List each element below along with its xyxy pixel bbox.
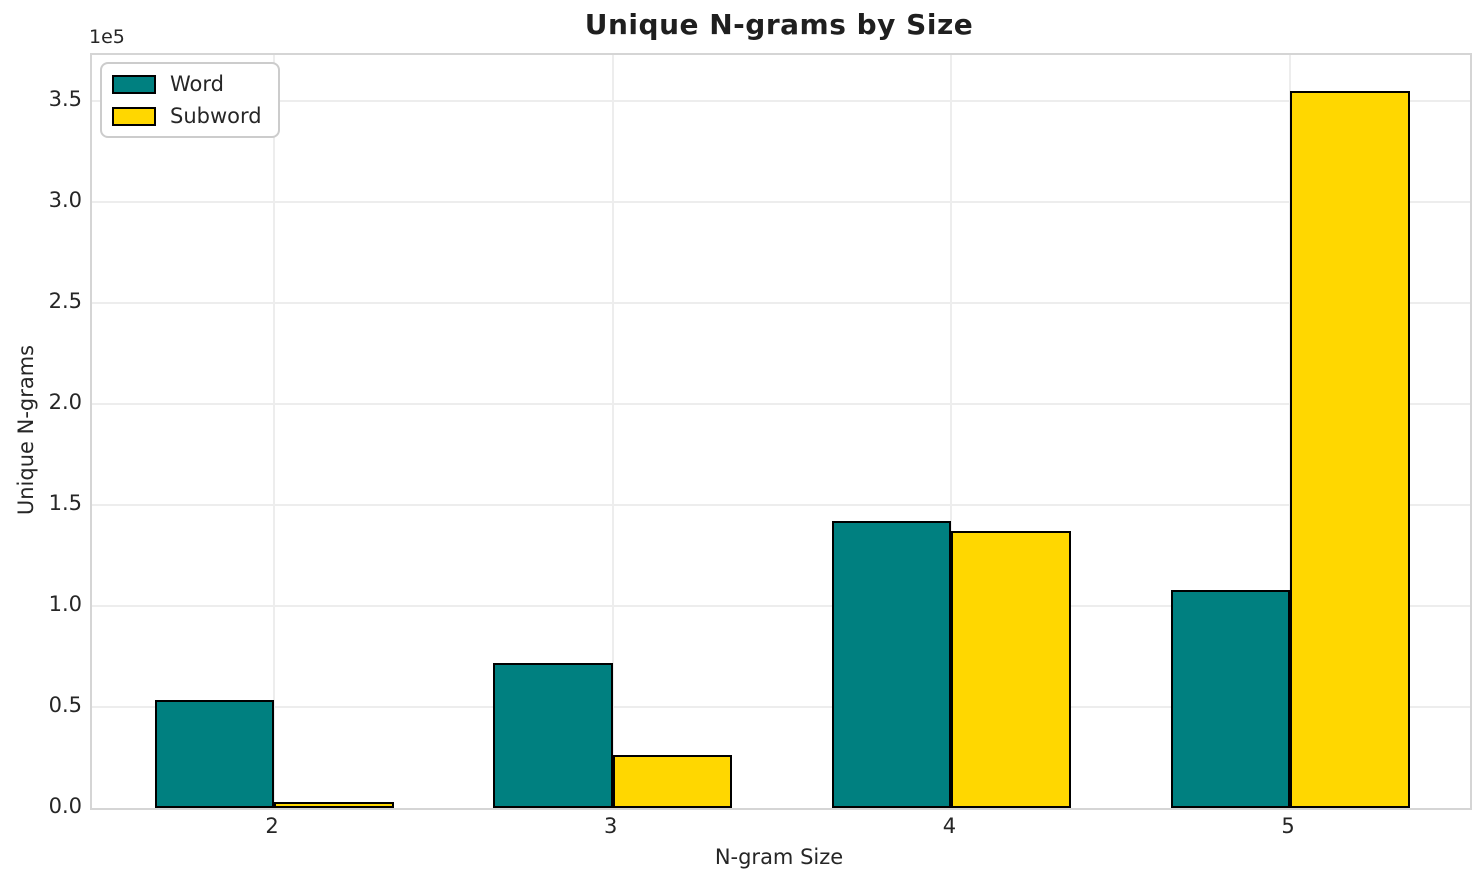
legend-item-word: Word: [112, 72, 262, 96]
y-tick-label: 3.0: [48, 188, 82, 213]
legend-swatch-subword: [112, 106, 156, 126]
y-tick-label: 1.5: [48, 491, 82, 516]
bar-subword-2: [274, 801, 394, 808]
gridline-vertical: [273, 55, 275, 808]
y-tick-label: 0.0: [48, 794, 82, 818]
gridline-vertical: [950, 55, 953, 808]
bar-subword-4: [951, 531, 1071, 808]
y-axis-offset-text: 1e5: [89, 26, 125, 48]
gridline-horizontal: [92, 504, 1470, 507]
gridline-horizontal: [92, 403, 1470, 406]
gridline-vertical: [611, 55, 614, 808]
x-tick-label: 4: [942, 814, 957, 838]
legend-label: Word: [170, 72, 224, 96]
x-tick-label: 5: [1281, 814, 1295, 838]
legend-swatch-word: [112, 74, 156, 94]
legend-label: Subword: [170, 104, 262, 128]
gridline-horizontal: [92, 605, 1470, 608]
legend-item-subword: Subword: [112, 104, 262, 128]
y-tick-label: 3.5: [48, 87, 82, 112]
x-tick-label: 3: [604, 814, 618, 838]
bar-subword-3: [612, 754, 733, 808]
legend: Word Subword: [100, 62, 280, 138]
chart-title: Unique N-grams by Size: [584, 8, 974, 41]
y-tick-label: 1.0: [48, 592, 82, 617]
gridline-horizontal: [92, 302, 1470, 305]
gridline-horizontal: [92, 100, 1470, 103]
gridline-horizontal: [92, 706, 1470, 709]
bar-word-2: [154, 700, 274, 808]
y-axis-label: Unique N-grams: [14, 344, 38, 516]
bar-word-4: [831, 521, 952, 808]
gridline-horizontal: [92, 201, 1470, 204]
plot-area: [90, 53, 1472, 810]
x-tick-label: 2: [265, 814, 279, 838]
y-tick-label: 2.5: [48, 289, 82, 314]
y-tick-label: 0.5: [48, 693, 82, 718]
bar-word-3: [493, 662, 613, 808]
x-axis-label: N-gram Size: [714, 845, 844, 869]
bar-word-5: [1170, 589, 1291, 808]
bar-subword-5: [1290, 91, 1410, 808]
y-tick-label: 2.0: [48, 390, 82, 415]
